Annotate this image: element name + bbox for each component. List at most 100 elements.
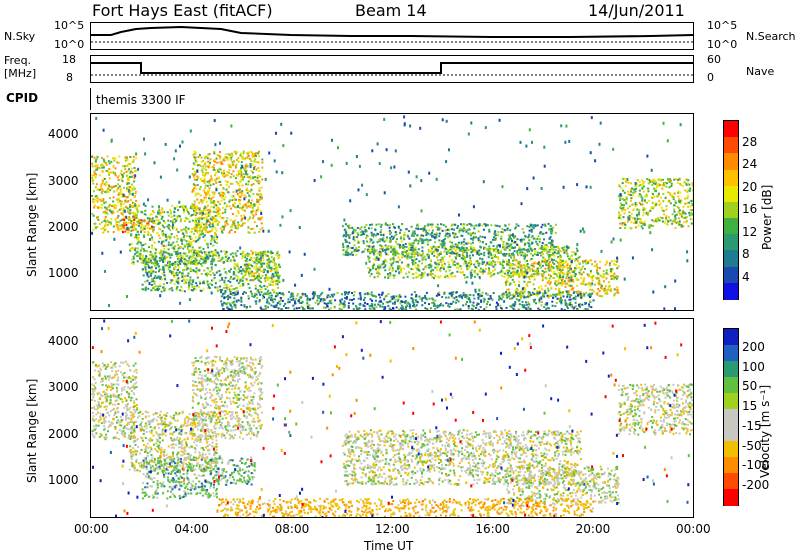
data-cell [272, 261, 274, 264]
data-cell [202, 261, 205, 264]
data-cell [582, 292, 585, 295]
data-cell [639, 218, 642, 221]
data-cell [605, 289, 608, 292]
data-cell [229, 288, 231, 291]
data-cell [438, 235, 441, 238]
data-cell [190, 242, 193, 245]
data-cell [185, 265, 188, 268]
data-cell [578, 271, 581, 274]
data-cell [125, 164, 128, 167]
data-cell [489, 275, 492, 278]
data-cell [184, 252, 187, 255]
data-cell [223, 281, 226, 284]
data-cell [189, 207, 192, 210]
data-cell [231, 195, 234, 198]
data-cell [141, 258, 143, 261]
data-cell [268, 264, 271, 267]
data-cell [204, 173, 207, 176]
data-cell [638, 201, 641, 204]
data-cell [189, 262, 192, 265]
data-cell [459, 271, 462, 274]
data-cell [205, 224, 208, 227]
data-cell [172, 246, 175, 249]
data-cell [175, 229, 178, 231]
data-cell [135, 251, 138, 254]
data-cell [269, 294, 272, 297]
data-cell [199, 194, 202, 197]
data-cell [259, 175, 262, 178]
data-cell [236, 279, 238, 282]
data-cell [204, 227, 207, 230]
data-cell [523, 280, 526, 283]
data-cell [420, 239, 423, 242]
data-cell [373, 233, 375, 236]
data-cell [462, 304, 465, 307]
data-cell [202, 226, 205, 229]
data-cell [559, 278, 562, 281]
data-cell [342, 235, 345, 238]
data-cell [450, 224, 453, 227]
data-cell [125, 224, 128, 226]
data-cell [447, 266, 450, 269]
data-cell [251, 156, 254, 159]
data-cell [623, 191, 626, 194]
data-cell [506, 247, 509, 249]
data-cell [253, 203, 255, 206]
data-cell [442, 224, 445, 226]
data-cell [433, 249, 436, 252]
data-cell [189, 255, 192, 258]
data-cell [198, 253, 200, 256]
data-cell [131, 171, 134, 174]
data-cell [500, 270, 503, 273]
data-cell [476, 262, 479, 265]
data-cell [105, 211, 108, 214]
data-cell [251, 253, 254, 256]
data-cell [559, 263, 562, 266]
data-cell [692, 218, 693, 221]
data-cell [153, 254, 156, 257]
data-cell [135, 233, 138, 236]
data-cell [555, 273, 558, 276]
data-cell [202, 288, 205, 291]
data-cell [427, 232, 430, 235]
data-cell [255, 213, 258, 216]
data-cell [133, 167, 136, 169]
data-cell [410, 253, 413, 256]
data-cell [171, 221, 174, 224]
data-cell [561, 264, 564, 267]
data-cell [531, 263, 533, 265]
data-cell [665, 215, 668, 218]
data-cell [271, 252, 274, 254]
data-cell [151, 277, 154, 280]
data-cell [442, 268, 445, 271]
data-cell [143, 264, 146, 267]
data-cell [587, 275, 590, 278]
data-cell [484, 248, 486, 250]
data-cell [253, 204, 256, 207]
data-cell [158, 268, 161, 271]
data-cell [539, 231, 542, 234]
data-cell [392, 238, 394, 240]
data-cell [475, 236, 477, 239]
data-cell [595, 292, 598, 295]
data-cell [372, 245, 375, 248]
data-cell [531, 225, 534, 228]
data-cell [366, 245, 369, 247]
data-cell [539, 232, 541, 235]
data-cell [254, 161, 257, 163]
data-cell [528, 267, 531, 270]
data-cell [227, 279, 230, 282]
data-cell [422, 268, 425, 271]
data-cell [429, 250, 432, 253]
data-cell [549, 267, 552, 270]
data-cell [169, 237, 172, 240]
data-cell [633, 222, 636, 224]
data-cell [191, 248, 194, 251]
data-cell [192, 153, 195, 156]
data-cell [185, 207, 188, 210]
data-cell [473, 271, 476, 274]
data-cell [575, 277, 578, 280]
data-cell [523, 238, 526, 241]
data-cell [506, 262, 509, 265]
data-cell [201, 232, 204, 235]
